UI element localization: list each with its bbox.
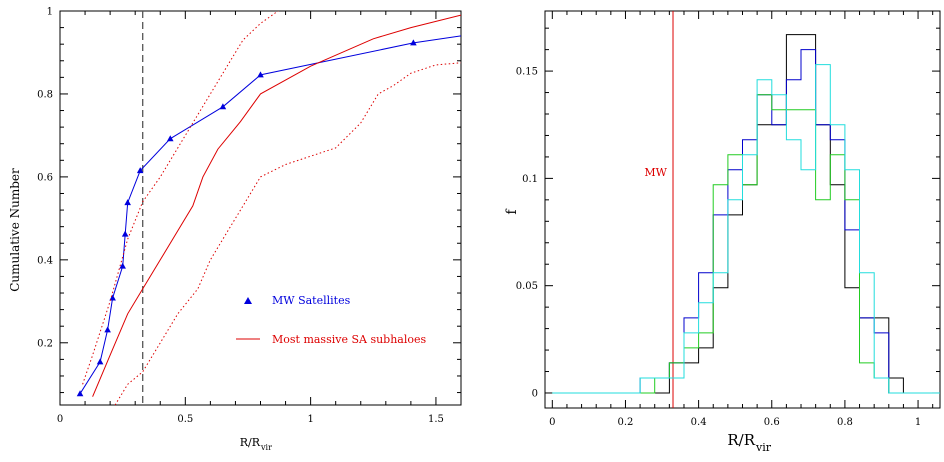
left-y-tick-label: 0.4 (37, 255, 53, 266)
legend-label-sa-subhaloes: Most massive SA subhaloes (272, 333, 427, 346)
left-plot-area (76, 11, 461, 405)
left-x-tick-label: 1.5 (428, 414, 444, 425)
right-x-tick-label: 0.6 (764, 417, 780, 428)
histogram-series-3 (552, 64, 940, 394)
right-y-tick-label: 0.15 (516, 67, 538, 78)
left-y-tick-label: 0.8 (37, 89, 53, 100)
legend-label-mw-satellites: MW Satellites (272, 294, 351, 307)
series-line-3 (114, 62, 461, 405)
right-x-tick-label: 0 (549, 417, 555, 428)
left-y-tick-label: 0.6 (37, 172, 53, 183)
histogram-series-1 (552, 49, 940, 394)
mw-satellite-point (136, 167, 144, 174)
right-x-tick-label: 1 (915, 417, 921, 428)
mw-satellite-point (410, 39, 417, 46)
mw-satellite-point (96, 358, 104, 365)
right-plot-area (552, 11, 940, 408)
left-x-axis-label: R/R (240, 436, 261, 449)
left-x-axis-label-sub: vir (260, 443, 272, 452)
mw-satellite-point (76, 390, 84, 397)
mw-satellite-point (104, 326, 111, 333)
series-line-1 (92, 14, 461, 397)
mw-satellite-point (121, 230, 129, 237)
right-x-tick-label: 0.2 (618, 417, 634, 428)
left-y-tick-label: 0.2 (37, 338, 53, 349)
left-y-tick-label: 1 (47, 7, 53, 18)
mw-satellite-point (109, 294, 116, 301)
mw-satellite-point (219, 103, 227, 110)
right-y-tick-label: 0.05 (516, 281, 538, 292)
mw-line-label: MW (644, 166, 667, 179)
left-y-axis-label: Cumulative Number (8, 168, 22, 292)
mw-satellite-point (124, 199, 131, 206)
left-x-tick-label: 0 (57, 414, 63, 425)
right-x-axis-label: R/R (727, 431, 755, 449)
histogram-series-0 (552, 34, 940, 394)
mw-satellite-point (119, 262, 126, 269)
right-y-axis-label: f (504, 208, 520, 215)
right-y-tick-label: 0.1 (522, 174, 538, 185)
left-x-tick-label: 1 (307, 414, 313, 425)
right-x-axis-label-sub: vir (755, 441, 772, 454)
mw-satellite-point (257, 71, 264, 78)
legend-marker-mw-satellites (244, 297, 252, 304)
mw-satellite-point (166, 135, 174, 142)
left-x-tick-label: 0.5 (177, 414, 193, 425)
right-y-tick-label: 0 (532, 388, 538, 399)
right-x-tick-label: 0.4 (691, 417, 707, 428)
right-x-tick-label: 0.8 (837, 417, 853, 428)
